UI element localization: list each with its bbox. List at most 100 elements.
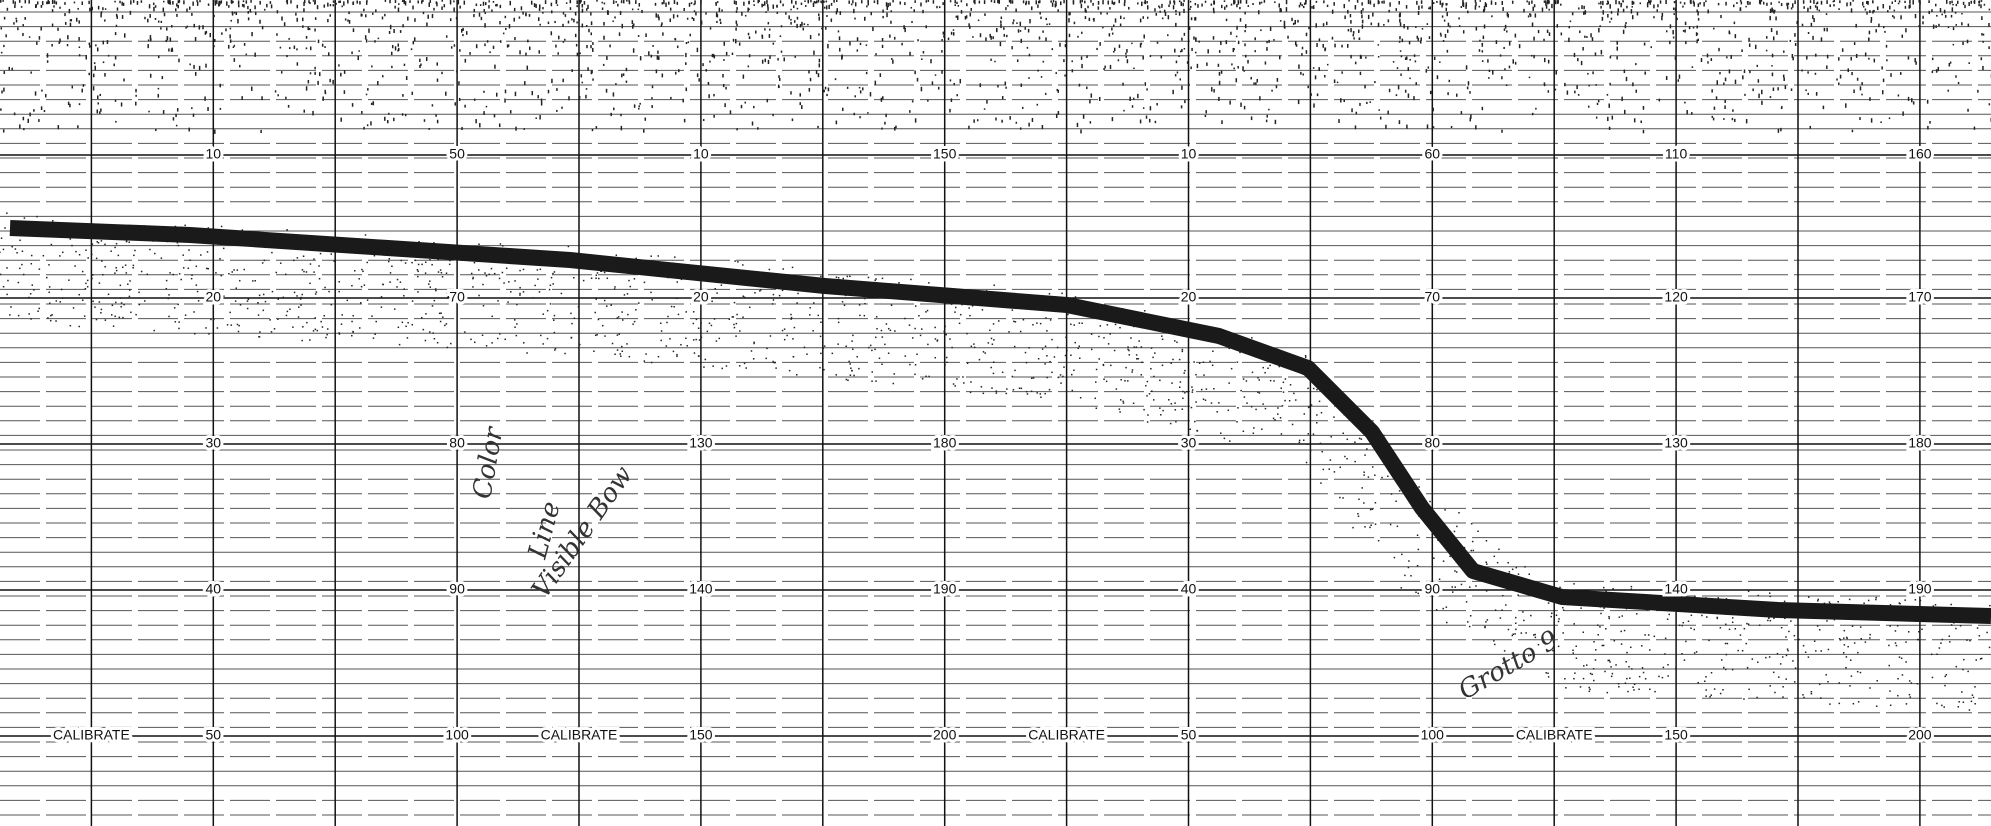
speckle [875, 380, 877, 382]
speckle [1514, 33, 1517, 38]
speckle [1820, 0, 1823, 5]
speckle [874, 348, 876, 351]
speckle [1174, 409, 1177, 411]
speckle [1212, 350, 1214, 353]
speckle [398, 343, 401, 346]
speckle [1629, 677, 1631, 679]
speckle [178, 58, 180, 63]
speckle [1255, 408, 1257, 411]
speckle [401, 113, 404, 116]
speckle [1065, 336, 1067, 339]
speckle [46, 60, 49, 63]
speckle [1204, 0, 1207, 3]
speckle [0, 108, 2, 111]
speckle [1633, 118, 1636, 123]
speckle [1833, 618, 1836, 621]
speckle [1952, 3, 1954, 6]
speckle [1326, 63, 1329, 66]
speckle [75, 250, 77, 253]
speckle [860, 0, 863, 4]
speckle [1242, 430, 1245, 433]
speckle [837, 30, 840, 33]
speckle [115, 120, 117, 123]
speckle [309, 339, 311, 341]
speckle [1398, 13, 1401, 18]
speckle [1202, 398, 1205, 400]
speckle [1279, 20, 1282, 22]
speckle [1181, 37, 1183, 41]
speckle [1838, 702, 1841, 705]
speckle [601, 1, 603, 4]
speckle [219, 258, 221, 260]
speckle [187, 267, 190, 270]
speckle [1465, 65, 1468, 70]
speckle [1194, 2, 1197, 6]
speckle [1524, 566, 1526, 568]
speckle [1313, 103, 1315, 108]
speckle [650, 361, 653, 364]
speckle [104, 73, 106, 77]
speckle [1258, 392, 1261, 394]
speckle [1159, 407, 1161, 409]
speckle [1377, 44, 1380, 46]
speckle [1747, 590, 1750, 593]
speckle [1528, 1, 1530, 5]
speckle [823, 368, 825, 371]
speckle [937, 86, 940, 90]
speckle [1078, 322, 1081, 324]
speckle [1869, 10, 1871, 14]
speckle [207, 107, 209, 111]
speckle [1182, 397, 1184, 400]
speckle [742, 316, 744, 318]
speckle [1280, 433, 1283, 435]
speckle [1210, 3, 1213, 6]
speckle [999, 41, 1002, 47]
speckle [1610, 666, 1612, 668]
speckle [761, 59, 764, 64]
speckle [428, 283, 430, 285]
speckle [881, 38, 884, 42]
speckle [3, 16, 6, 20]
speckle [1194, 17, 1196, 21]
speckle [1309, 450, 1312, 452]
speckle [1533, 4, 1536, 8]
speckle [1218, 50, 1221, 53]
speckle [403, 294, 405, 297]
speckle [1012, 21, 1014, 25]
speckle [752, 358, 755, 360]
speckle [643, 129, 645, 133]
speckle [515, 334, 518, 337]
speckle [626, 293, 629, 295]
speckle [925, 0, 928, 3]
speckle [1562, 606, 1564, 609]
speckle [169, 272, 171, 274]
speckle [1685, 41, 1687, 45]
speckle [1048, 293, 1051, 295]
speckle [1339, 496, 1341, 499]
speckle [1515, 628, 1517, 631]
speckle [347, 19, 349, 22]
speckle [1743, 69, 1746, 74]
speckle [851, 370, 853, 372]
speckle [429, 0, 432, 3]
speckle [1247, 5, 1250, 7]
speckle [1039, 11, 1041, 15]
speckle [326, 333, 328, 336]
speckle [788, 15, 790, 20]
speckle [178, 0, 181, 3]
speckle [771, 303, 774, 305]
speckle [1358, 498, 1360, 501]
speckle [651, 105, 653, 108]
speckle [114, 272, 116, 274]
speckle [1305, 0, 1307, 5]
speckle [1954, 11, 1957, 14]
speckle [279, 46, 282, 49]
speckle [995, 392, 998, 394]
speckle [1113, 47, 1116, 52]
speckle [887, 327, 890, 330]
speckle [397, 43, 400, 47]
speckle [1499, 617, 1502, 619]
speckle [594, 334, 597, 337]
speckle [1673, 1, 1676, 4]
speckle [1838, 8, 1840, 11]
